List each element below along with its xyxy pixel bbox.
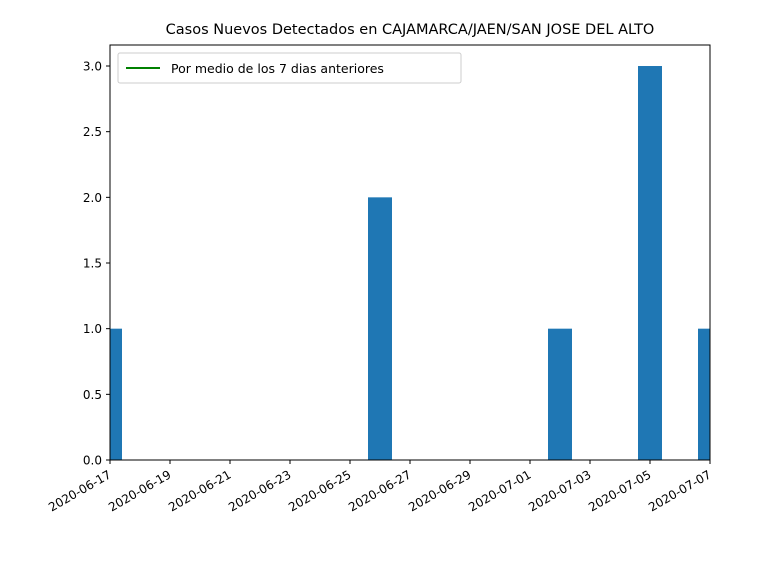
bar xyxy=(638,66,662,460)
y-tick-label: 2.5 xyxy=(83,125,102,139)
y-tick-label: 3.0 xyxy=(83,60,102,74)
x-tick-label: 2020-06-23 xyxy=(226,467,293,514)
y-tick-label: 1.0 xyxy=(83,322,102,336)
x-tick-label: 2020-06-27 xyxy=(346,467,413,514)
legend-box xyxy=(117,52,462,84)
legend-label: Por medio de los 7 dias anteriores xyxy=(171,61,384,76)
x-tick-label: 2020-06-25 xyxy=(286,467,353,514)
x-tick-label: 2020-07-05 xyxy=(586,467,653,514)
x-tick-label: 2020-06-19 xyxy=(106,467,173,514)
x-tick-label: 2020-06-17 xyxy=(46,467,113,514)
bar xyxy=(110,328,122,460)
bar xyxy=(698,328,710,460)
x-tick-label: 2020-06-21 xyxy=(166,467,233,514)
y-axis: 0.0 0.5 1.0 1.5 2.0 2.5 3.0 xyxy=(83,60,110,468)
y-tick-label: 0.5 xyxy=(83,388,102,402)
y-tick-label: 0.0 xyxy=(83,454,102,468)
plot-frame xyxy=(109,44,711,461)
bars xyxy=(110,66,710,460)
x-axis: 2020-06-172020-06-192020-06-212020-06-23… xyxy=(46,460,714,514)
bar xyxy=(548,328,572,460)
x-tick-label: 2020-07-07 xyxy=(646,467,713,514)
bar xyxy=(368,197,392,460)
x-tick-label: 2020-06-29 xyxy=(406,467,473,514)
y-tick-label: 2.0 xyxy=(83,191,102,205)
chart-title: Casos Nuevos Detectados en CAJAMARCA/JAE… xyxy=(166,22,655,38)
x-tick-label: 2020-07-01 xyxy=(466,467,533,514)
legend: Por medio de los 7 dias anteriores xyxy=(117,52,462,84)
x-tick-label: 2020-07-03 xyxy=(526,467,593,514)
y-tick-label: 1.5 xyxy=(83,257,102,271)
